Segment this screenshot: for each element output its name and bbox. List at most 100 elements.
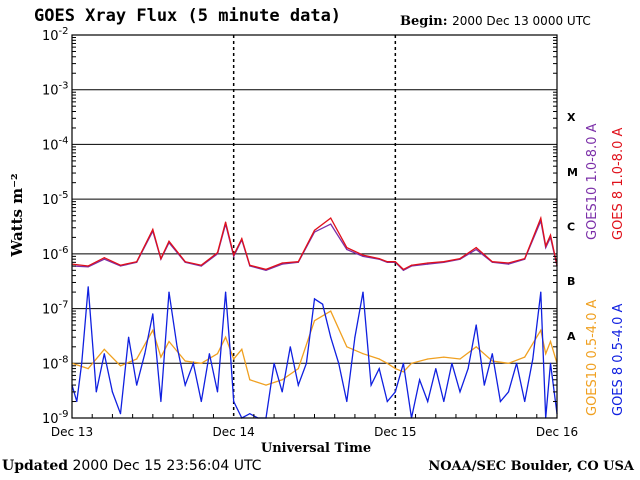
data-point bbox=[427, 262, 429, 264]
data-point bbox=[249, 379, 251, 381]
chart-legend: GOES10 1.0-8.0 A GOES 8 1.0-8.0 A GOES10 0… bbox=[585, 123, 626, 416]
data-point bbox=[184, 261, 186, 263]
data-point bbox=[545, 245, 547, 247]
flare-class-b: B bbox=[567, 275, 575, 288]
y-tick-label: 10-9 bbox=[42, 409, 69, 427]
data-point bbox=[346, 346, 348, 348]
data-point bbox=[540, 291, 542, 293]
legend-entry: GOES 8 1.0-8.0 A bbox=[611, 128, 626, 240]
data-point bbox=[200, 362, 202, 364]
data-point bbox=[483, 384, 485, 386]
data-point bbox=[87, 368, 89, 370]
data-point bbox=[136, 261, 138, 263]
credit-line: NOAA/SEC Boulder, CO USA bbox=[428, 459, 634, 474]
data-point bbox=[184, 384, 186, 386]
data-point bbox=[95, 391, 97, 393]
data-point bbox=[297, 384, 299, 386]
data-point bbox=[499, 400, 501, 403]
data-point bbox=[354, 336, 356, 338]
flare-class-c: C bbox=[567, 221, 575, 234]
begin-time: Begin: 2000 Dec 13 0000 UTC bbox=[400, 14, 591, 29]
y-tick-label: 10-6 bbox=[42, 245, 69, 263]
data-point bbox=[103, 348, 105, 350]
data-point bbox=[225, 336, 227, 338]
data-point bbox=[229, 353, 231, 355]
data-point bbox=[241, 238, 243, 240]
data-point bbox=[184, 360, 186, 362]
data-point bbox=[168, 240, 170, 242]
data-point bbox=[200, 264, 202, 266]
updated-timestamp: Updated 2000 Dec 15 23:56:04 UTC bbox=[2, 458, 261, 474]
data-point bbox=[443, 261, 445, 263]
data-point bbox=[136, 384, 138, 386]
data-point bbox=[540, 329, 542, 331]
x-tick-label: Dec 13 bbox=[51, 425, 93, 439]
data-point bbox=[491, 360, 493, 362]
data-point bbox=[378, 368, 380, 370]
data-point bbox=[168, 291, 170, 293]
data-point bbox=[394, 261, 396, 263]
begin-value: 2000 Dec 13 0000 UTC bbox=[452, 14, 591, 28]
data-point bbox=[273, 362, 275, 364]
series-line bbox=[71, 215, 558, 271]
data-point bbox=[128, 336, 130, 338]
data-point bbox=[152, 228, 154, 230]
data-point bbox=[119, 413, 122, 415]
data-point bbox=[111, 391, 113, 393]
data-point bbox=[313, 229, 316, 231]
data-point bbox=[297, 261, 299, 263]
chart-title: GOES Xray Flux (5 minute data) bbox=[34, 6, 342, 26]
data-point bbox=[281, 379, 283, 381]
data-point bbox=[249, 413, 251, 415]
data-point bbox=[265, 269, 267, 271]
data-point bbox=[549, 362, 552, 364]
data-point bbox=[330, 217, 332, 219]
data-point bbox=[410, 362, 413, 364]
data-point bbox=[265, 384, 267, 386]
data-point bbox=[549, 340, 552, 343]
data-point bbox=[378, 258, 380, 260]
data-point bbox=[419, 379, 421, 381]
data-point bbox=[81, 362, 83, 364]
data-point bbox=[491, 353, 493, 355]
data-point bbox=[459, 358, 461, 360]
data-point bbox=[313, 320, 316, 322]
data-point bbox=[362, 291, 364, 293]
series-line bbox=[71, 286, 558, 419]
data-point bbox=[507, 263, 510, 265]
data-point bbox=[160, 400, 162, 403]
updated-value: 2000 Dec 15 23:56:04 UTC bbox=[72, 458, 262, 474]
data-point bbox=[467, 368, 469, 370]
legend-entry: GOES10 0.5-4.0 A bbox=[585, 299, 600, 416]
y-tick-label: 10-2 bbox=[42, 26, 69, 44]
data-point bbox=[475, 346, 477, 348]
data-point bbox=[297, 368, 299, 370]
y-tick-label: 10-5 bbox=[42, 190, 69, 208]
data-point bbox=[160, 258, 162, 260]
data-point bbox=[386, 400, 388, 403]
flare-class-a: A bbox=[567, 330, 576, 343]
series-line bbox=[71, 310, 558, 386]
chart-grid bbox=[72, 34, 557, 419]
data-point bbox=[507, 391, 510, 393]
data-point bbox=[362, 353, 364, 355]
data-point bbox=[475, 248, 477, 251]
data-point bbox=[346, 400, 348, 403]
data-point bbox=[524, 258, 526, 260]
data-point bbox=[402, 268, 404, 270]
data-point bbox=[524, 356, 526, 358]
x-tick-label: Dec 15 bbox=[374, 425, 416, 439]
data-point bbox=[225, 221, 227, 223]
begin-label: Begin: bbox=[400, 14, 448, 29]
data-point bbox=[427, 358, 429, 360]
data-point bbox=[507, 362, 510, 364]
data-point bbox=[192, 362, 194, 364]
data-point bbox=[516, 362, 518, 364]
data-point bbox=[394, 391, 396, 393]
data-point bbox=[402, 371, 404, 373]
y-tick-label: 10-4 bbox=[42, 135, 69, 153]
data-point bbox=[225, 291, 227, 293]
data-point bbox=[76, 400, 78, 403]
data-point bbox=[200, 400, 202, 403]
data-point bbox=[144, 353, 146, 355]
